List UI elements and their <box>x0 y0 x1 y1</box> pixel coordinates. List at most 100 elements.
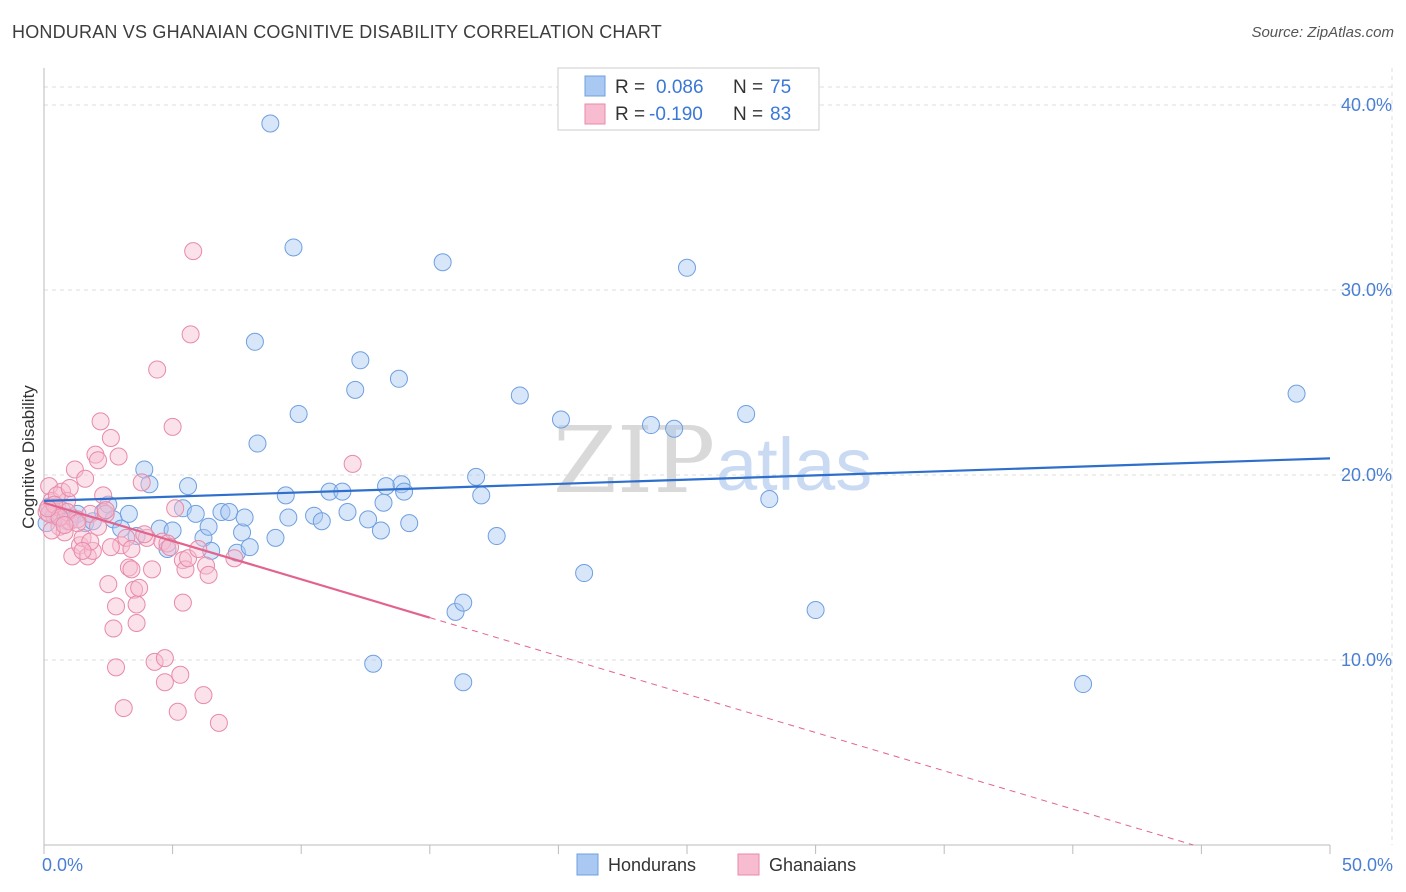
data-point <box>1287 384 1306 403</box>
source-credit: Source: ZipAtlas.com <box>1251 24 1394 41</box>
y-tick-labels: 10.0% 20.0% 30.0% 40.0% <box>1341 95 1392 670</box>
data-point <box>168 702 187 721</box>
data-point <box>400 514 419 533</box>
data-point <box>127 614 146 632</box>
data-point <box>359 510 378 529</box>
data-point <box>65 460 84 479</box>
data-point <box>395 482 414 501</box>
data-point <box>114 699 133 718</box>
series-hondurans <box>37 114 1306 694</box>
chart-title: HONDURAN VS GHANAIAN COGNITIVE DISABILIT… <box>12 22 662 42</box>
legend-swatch-hondurans <box>584 75 606 97</box>
data-point <box>472 486 491 505</box>
data-point <box>99 575 118 594</box>
data-point <box>220 503 239 521</box>
data-point <box>343 454 362 473</box>
bottom-legend-label-hondurans: Hondurans <box>608 855 696 875</box>
data-point <box>119 504 138 523</box>
y-tick-label: 20.0% <box>1341 465 1392 485</box>
trend-line-ghanaians-extension <box>429 617 1194 846</box>
watermark-zip: ZIP <box>553 407 715 514</box>
legend: R = 0.086 N = 75 R = -0.190 N = 83 <box>557 67 820 131</box>
data-point <box>1074 675 1093 694</box>
data-point <box>140 475 159 494</box>
data-point <box>806 601 825 620</box>
trend-lines <box>43 457 1331 846</box>
data-point <box>737 404 756 423</box>
data-point <box>346 380 365 399</box>
data-point <box>176 560 195 579</box>
data-point <box>166 499 185 518</box>
data-point <box>312 512 331 531</box>
data-point <box>91 412 110 431</box>
data-point <box>148 360 167 379</box>
data-point <box>510 386 529 405</box>
data-point <box>760 490 779 509</box>
trend-line-ghanaians <box>43 501 431 619</box>
data-point <box>173 593 192 612</box>
data-point <box>179 549 198 568</box>
data-point <box>179 477 198 496</box>
data-point <box>266 528 285 547</box>
watermark: ZIP atlas <box>553 407 872 514</box>
y-tick-label: 10.0% <box>1341 650 1392 670</box>
data-point <box>101 429 120 447</box>
data-point <box>454 673 473 692</box>
data-point <box>163 417 182 436</box>
data-point <box>240 538 259 557</box>
y-tick-label: 40.0% <box>1341 95 1392 115</box>
data-point <box>127 595 146 614</box>
data-point <box>122 560 141 579</box>
data-point <box>641 416 660 435</box>
gridlines <box>44 68 1393 845</box>
legend-r-value: 0.086 <box>656 77 704 98</box>
data-point <box>245 332 264 351</box>
data-point <box>209 713 228 732</box>
legend-swatch-ghanaians <box>584 103 606 125</box>
data-point <box>212 503 231 521</box>
data-point <box>143 560 162 579</box>
bottom-legend-swatch-hondurans <box>576 853 599 876</box>
data-point <box>235 508 254 527</box>
data-point <box>81 532 100 551</box>
data-point <box>289 404 308 423</box>
legend-r-label: R = <box>615 77 645 98</box>
data-point <box>130 578 149 597</box>
data-point <box>109 447 128 466</box>
data-point <box>181 325 200 344</box>
data-point <box>199 565 218 584</box>
data-point <box>279 508 298 527</box>
legend-n-label: N = <box>733 104 763 125</box>
data-point <box>454 593 473 612</box>
data-point <box>233 523 252 542</box>
data-point <box>155 673 174 692</box>
series-ghanaians <box>37 242 362 732</box>
axes <box>43 68 1331 854</box>
data-point <box>678 258 696 277</box>
legend-r-label: R = <box>615 104 645 125</box>
data-point <box>377 477 396 496</box>
data-point <box>161 538 180 557</box>
y-axis-label: Cognitive Disability <box>19 385 38 529</box>
data-point <box>433 253 452 272</box>
data-point <box>575 564 594 583</box>
data-point <box>338 503 357 521</box>
data-point <box>284 238 303 257</box>
data-point <box>551 410 570 429</box>
data-point <box>446 602 465 621</box>
data-point <box>55 515 74 534</box>
data-point <box>89 451 108 470</box>
trend-line-hondurans <box>43 457 1331 502</box>
data-point <box>107 597 126 616</box>
data-point <box>76 469 95 488</box>
bottom-legend-label-ghanaians: Ghanaians <box>769 855 856 875</box>
data-point <box>38 499 57 518</box>
data-point <box>199 517 218 536</box>
data-point <box>351 351 370 370</box>
data-point <box>145 652 164 671</box>
data-point <box>122 540 141 558</box>
x-tick-label: 0.0% <box>42 855 83 875</box>
data-point <box>665 419 684 438</box>
data-point <box>60 478 79 497</box>
data-point <box>194 686 213 705</box>
